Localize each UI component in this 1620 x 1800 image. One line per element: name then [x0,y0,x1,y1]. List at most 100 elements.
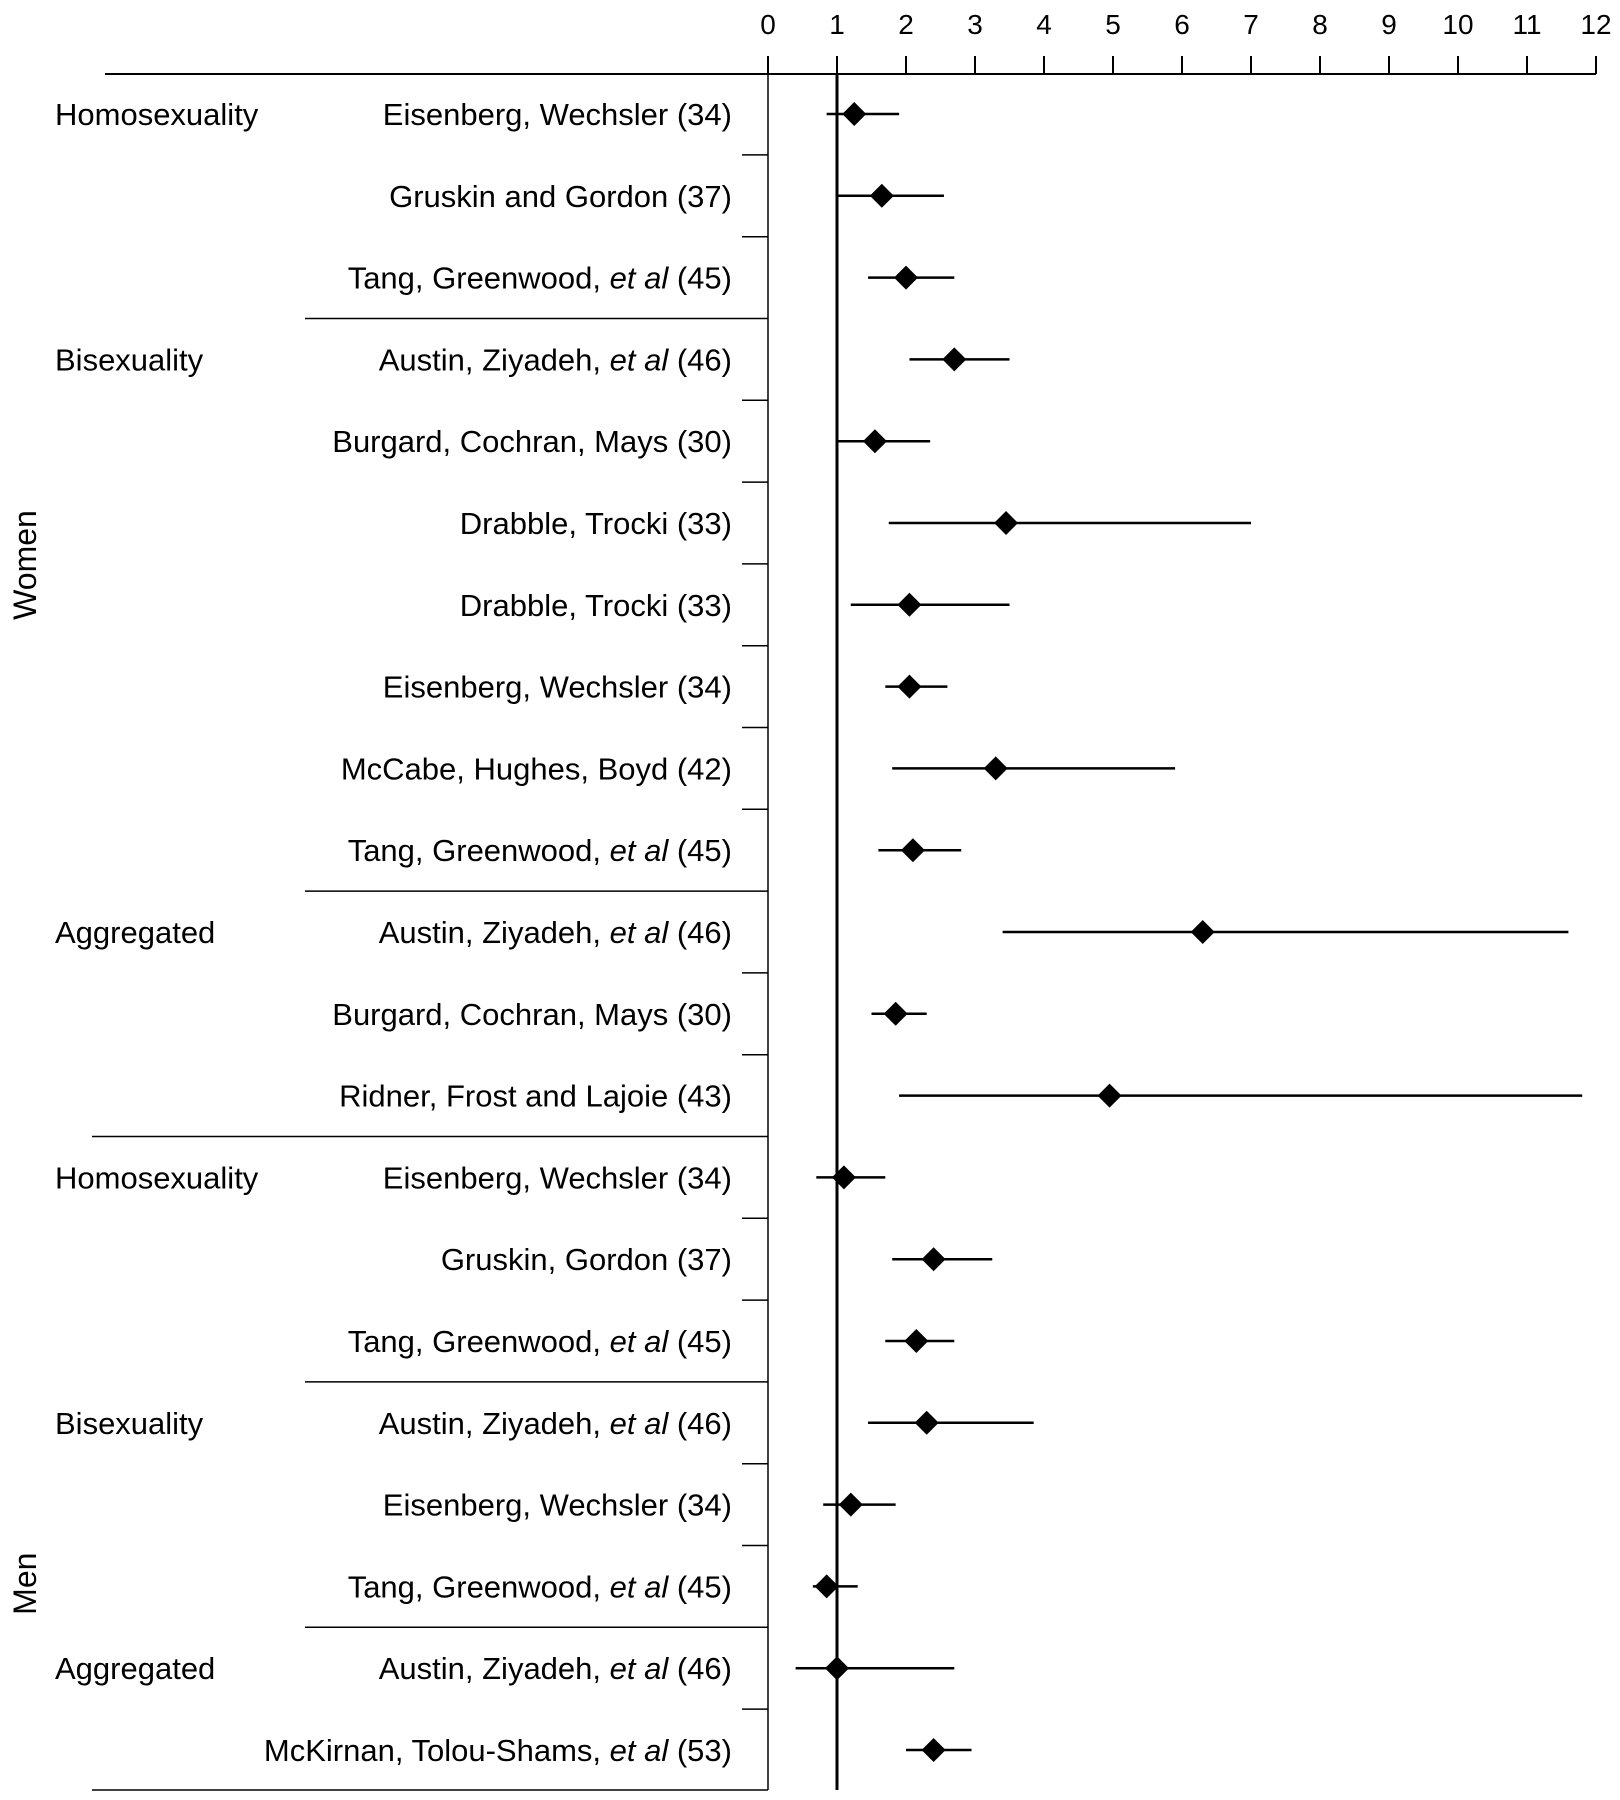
study-label: Austin, Ziyadeh, et al (46) [379,1651,732,1686]
study-ref: (33) [677,506,732,541]
estimate-marker [1190,920,1215,944]
group-label: Aggregated [55,915,215,950]
group-label: Bisexuality [55,1406,204,1441]
x-axis: 0 1 2 3 4 5 6 7 8 9 10 11 12 [105,9,1612,75]
estimate-marker [900,838,925,863]
estimate-marker [897,592,922,617]
study-ref: (45) [668,833,732,868]
x-tick-label: 5 [1105,9,1121,40]
estimate-marker [869,183,894,208]
study-etal: et al [610,1406,670,1441]
study-label: Gruskin and Gordon (37) [389,179,732,214]
study-label: Drabble, Trocki (33) [460,506,732,541]
study-ref: (46) [668,1406,732,1441]
study-authors: Drabble, Trocki [460,506,677,541]
estimate-marker [914,1410,939,1435]
study-label: Austin, Ziyadeh, et al (46) [379,915,732,950]
study-authors: Ridner, Frost and Lajoie [339,1079,677,1114]
study-label: Tang, Greenwood, et al (45) [348,1569,732,1604]
x-tick-label: 3 [967,9,983,40]
study-label: Tang, Greenwood, et al (45) [348,1324,732,1359]
x-tick-label: 2 [898,9,914,40]
estimate-marker [883,1001,908,1026]
estimate-marker [862,429,887,454]
study-ref: (34) [677,1160,732,1195]
study-etal: et al [610,1651,670,1686]
study-authors: Austin, Ziyadeh, [379,1406,610,1441]
x-tick-label: 11 [1512,9,1541,40]
study-label: Gruskin, Gordon (37) [441,1242,732,1277]
study-authors: Austin, Ziyadeh, [379,342,610,377]
row-labels: Eisenberg, Wechsler (34) Gruskin and Gord… [7,97,732,1768]
study-ref: (37) [677,179,732,214]
study-label: Eisenberg, Wechsler (34) [383,1160,732,1195]
study-ref: (43) [677,1079,732,1114]
x-tick-label: 12 [1580,9,1611,40]
estimate-marker [921,1247,946,1272]
study-authors: Eisenberg, Wechsler [383,97,677,132]
estimate-marker [1097,1083,1122,1108]
study-label: Eisenberg, Wechsler (34) [383,670,732,705]
study-authors: Austin, Ziyadeh, [379,1651,610,1686]
group-label: Homosexuality [55,1160,259,1195]
study-authors: Burgard, Cochran, Mays [332,997,677,1032]
plot-marks [795,102,1583,1762]
group-label: Aggregated [55,1651,215,1686]
study-authors: Tang, Greenwood, [348,261,610,296]
study-ref: (53) [668,1733,732,1768]
estimate-marker [894,265,918,290]
study-ref: (33) [677,588,732,623]
study-label: Eisenberg, Wechsler (34) [383,97,732,132]
estimate-marker [825,1656,849,1681]
x-tick-label: 10 [1442,9,1473,40]
study-ref: (34) [677,670,732,705]
study-authors: McCabe, Hughes, Boyd [341,751,677,786]
study-label: Burgard, Cochran, Mays (30) [332,424,732,459]
study-ref: (45) [668,1324,732,1359]
x-tick-label: 4 [1036,9,1052,40]
study-authors: Gruskin and Gordon [389,179,677,214]
study-authors: Eisenberg, Wechsler [383,670,677,705]
study-authors: McKirnan, Tolou-Shams, [264,1733,610,1768]
study-label: McCabe, Hughes, Boyd (42) [341,751,732,786]
sex-label: Women [7,510,43,620]
study-authors: Gruskin, Gordon [441,1242,677,1277]
study-label: Austin, Ziyadeh, et al (46) [379,1406,732,1441]
study-authors: Tang, Greenwood, [348,833,610,868]
study-etal: et al [610,1569,670,1604]
study-etal: et al [610,915,670,950]
study-etal: et al [610,261,670,296]
estimate-marker [897,674,922,699]
x-tick-label: 0 [760,9,776,40]
study-ref: (30) [677,997,732,1032]
study-ref: (45) [668,1569,732,1604]
study-authors: Eisenberg, Wechsler [383,1488,677,1523]
study-ref: (34) [677,97,732,132]
study-ref: (46) [668,1651,732,1686]
study-ref: (45) [668,261,732,296]
estimate-marker [983,756,1008,781]
estimate-marker [942,347,967,372]
study-ref: (30) [677,424,732,459]
estimate-marker [904,1329,929,1353]
study-authors: Drabble, Trocki [460,588,677,623]
study-label: Tang, Greenwood, et al (45) [348,833,732,868]
study-ref: (46) [668,342,732,377]
study-ref: (42) [677,751,732,786]
study-etal: et al [610,1733,670,1768]
x-tick-label: 7 [1243,9,1259,40]
study-etal: et al [610,342,670,377]
study-label: Burgard, Cochran, Mays (30) [332,997,732,1032]
estimate-marker [842,102,867,126]
x-tick-label: 6 [1174,9,1190,40]
study-etal: et al [610,833,670,868]
study-ref: (37) [677,1242,732,1277]
study-label: Drabble, Trocki (33) [460,588,732,623]
study-authors: Tang, Greenwood, [348,1324,610,1359]
group-label: Bisexuality [55,342,204,377]
study-label: Eisenberg, Wechsler (34) [383,1488,732,1523]
x-tick-label: 8 [1312,9,1328,40]
study-authors: Eisenberg, Wechsler [383,1160,677,1195]
x-tick-label: 1 [829,9,845,40]
